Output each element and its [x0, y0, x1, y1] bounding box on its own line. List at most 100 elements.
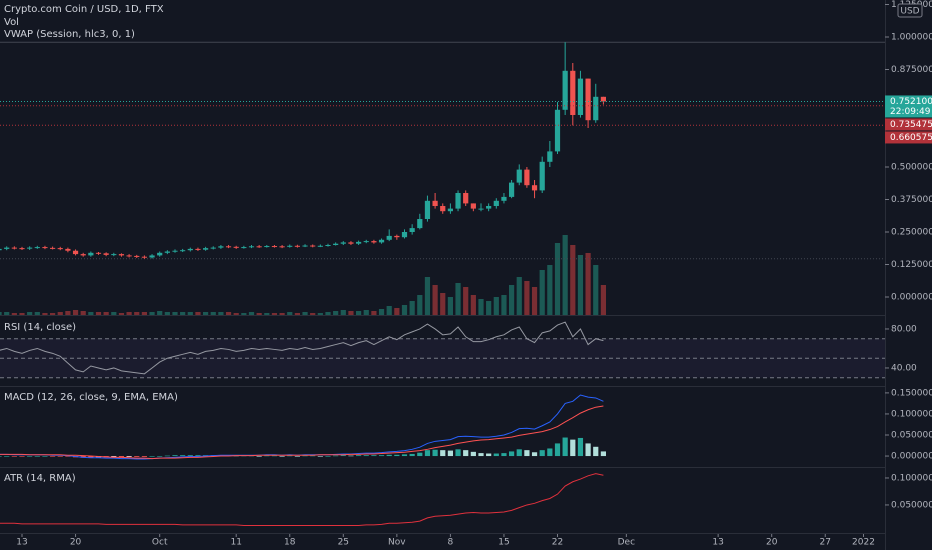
rsi-legend: RSI (14, close): [4, 322, 76, 333]
candle-body: [248, 246, 255, 248]
macd-histogram-bar: [126, 456, 132, 457]
volume-bar: [287, 312, 293, 315]
y-tick-label: 0.000000: [891, 452, 932, 462]
candle-body: [34, 247, 40, 249]
candle-body: [126, 255, 132, 257]
macd-histogram-bar: [531, 452, 538, 457]
candle-body: [233, 246, 239, 248]
y-tick-label: 0.375000: [891, 195, 932, 205]
candle-body: [371, 241, 377, 243]
candle-body: [524, 169, 530, 186]
x-tick-label: 27: [820, 538, 831, 548]
macd-histogram-bar: [57, 456, 63, 457]
volume-bar: [57, 312, 63, 315]
macd-histogram-bar: [371, 455, 377, 457]
macd-histogram-bar: [65, 456, 71, 457]
candle-body: [149, 255, 155, 258]
macd-histogram-bar: [516, 449, 522, 457]
volume-bar: [233, 313, 239, 315]
macd-histogram-bar: [577, 437, 584, 457]
macd-histogram-bar: [134, 456, 140, 457]
price-label: 0.752100: [890, 97, 932, 107]
candle-body: [470, 203, 476, 209]
volume-bar: [172, 312, 178, 315]
candle-body: [264, 246, 270, 248]
candle-body: [72, 250, 79, 255]
candle-body: [164, 251, 170, 253]
volume-bar: [333, 311, 339, 315]
volume-legend: Vol: [4, 17, 19, 28]
volume-bar: [0, 312, 2, 315]
candle-body: [585, 78, 591, 121]
candle-body: [501, 196, 507, 201]
volume-bar: [27, 312, 33, 315]
marks: [0, 41, 885, 526]
candle-body: [172, 250, 178, 252]
volume-bar: [218, 312, 224, 315]
volume-bar: [118, 313, 125, 315]
macd-histogram-bar: [409, 453, 415, 457]
price-label-box: [885, 131, 932, 144]
x-tick-label: Oct: [152, 538, 168, 548]
macd-histogram-bar: [157, 456, 163, 457]
volume-bar: [539, 270, 545, 315]
macd-histogram-bar: [180, 455, 186, 457]
macd-histogram-bar: [524, 450, 530, 457]
macd-histogram-bar: [141, 456, 147, 457]
candle-body: [401, 232, 408, 238]
candle-body: [340, 242, 346, 244]
volume-bar: [157, 311, 163, 315]
y-tick-label: 0.000000: [891, 293, 932, 303]
macd-histogram-bar: [27, 456, 33, 457]
volume-bar: [531, 287, 538, 315]
volume-bar: [141, 312, 147, 315]
candle-body: [486, 206, 492, 209]
macd-histogram-bar: [486, 453, 492, 457]
volume-bar: [394, 308, 400, 315]
macd-histogram-bar: [600, 451, 606, 457]
volume-bar: [386, 306, 392, 315]
currency: USD: [900, 7, 919, 17]
macd-histogram-bar: [34, 456, 40, 457]
price-label: 0.660575: [890, 133, 932, 143]
y-tick-label: 0.100000: [891, 473, 932, 483]
signal-line: [0, 405, 604, 460]
candle-body: [539, 161, 545, 191]
volume-bar: [256, 313, 262, 315]
volume-bar: [340, 310, 346, 315]
macd-histogram-bar: [570, 439, 576, 457]
volume-bar: [470, 295, 476, 315]
candle-body: [363, 241, 369, 243]
candle-body: [19, 248, 25, 250]
candle-body: [317, 245, 323, 247]
candle-body: [287, 245, 293, 247]
candle-body: [95, 252, 102, 254]
macd-histogram-bar: [317, 456, 323, 457]
candle-body: [195, 248, 201, 250]
candle-body: [478, 208, 484, 210]
volume-bar: [310, 313, 316, 315]
candle-body: [65, 248, 71, 251]
candle-body: [417, 219, 423, 229]
candle-body: [241, 247, 247, 249]
y-tick-label: 0.150000: [891, 388, 932, 398]
macd-histogram-bar: [509, 451, 515, 457]
volume-bar: [325, 312, 331, 315]
volume-bar: [294, 313, 300, 315]
x-tick-label: 11: [230, 538, 241, 548]
candle-body: [570, 70, 576, 116]
macd-histogram-bar: [195, 455, 201, 457]
candle-body: [600, 96, 606, 102]
candle-body: [386, 235, 392, 240]
macd-histogram-bar: [593, 446, 599, 457]
macd-histogram-bar: [164, 455, 170, 457]
macd-histogram-bar: [333, 455, 339, 457]
candle-body: [271, 246, 278, 248]
symbol-title: Crypto.com Coin / USD, 1D, FTX: [4, 4, 164, 15]
volume-bar: [417, 295, 423, 315]
volume-bar: [11, 313, 17, 315]
volume-bar: [19, 313, 25, 315]
candle-body: [463, 193, 469, 204]
candle-body: [302, 245, 308, 247]
volume-bar: [180, 312, 186, 315]
